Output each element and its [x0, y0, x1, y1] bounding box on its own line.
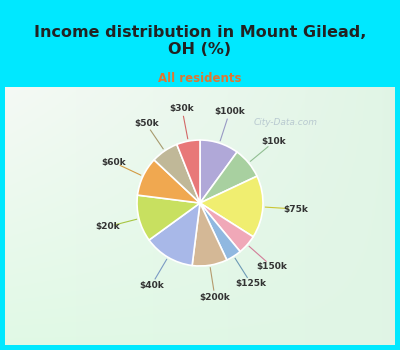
Wedge shape [200, 176, 263, 237]
Wedge shape [138, 160, 200, 203]
Text: $100k: $100k [214, 107, 245, 117]
Wedge shape [154, 145, 200, 203]
Wedge shape [200, 203, 240, 260]
Wedge shape [200, 152, 257, 203]
Text: $50k: $50k [134, 119, 158, 128]
Text: Income distribution in Mount Gilead,
OH (%): Income distribution in Mount Gilead, OH … [34, 25, 366, 57]
Text: $150k: $150k [256, 262, 287, 271]
Text: $200k: $200k [200, 293, 230, 302]
Wedge shape [149, 203, 200, 266]
Text: $30k: $30k [170, 104, 194, 113]
Wedge shape [192, 203, 227, 266]
Wedge shape [137, 195, 200, 240]
Text: $20k: $20k [95, 222, 120, 231]
Text: $10k: $10k [262, 138, 286, 146]
Wedge shape [177, 140, 200, 203]
Text: $40k: $40k [139, 281, 164, 290]
Text: $75k: $75k [283, 204, 308, 214]
Text: $60k: $60k [101, 158, 126, 167]
Text: $125k: $125k [236, 279, 267, 288]
Text: City-Data.com: City-Data.com [254, 118, 318, 127]
Wedge shape [200, 140, 237, 203]
Wedge shape [200, 203, 253, 252]
Text: All residents: All residents [158, 72, 242, 85]
